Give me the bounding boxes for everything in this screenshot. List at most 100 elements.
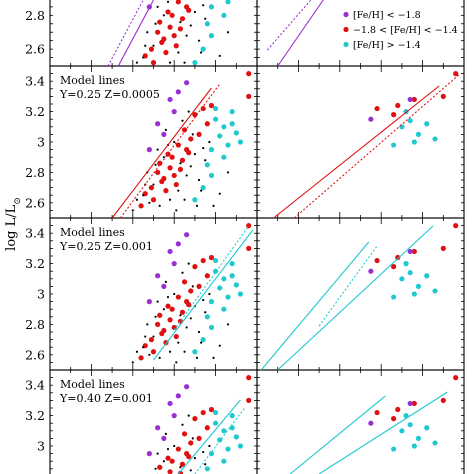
- panel-frame-r1-c1: [256, 65, 465, 219]
- data-point-top-field: [154, 22, 157, 25]
- data-point-field: [164, 432, 168, 435]
- data-point-right-metal_rich: [424, 121, 430, 127]
- model-line: [277, 0, 324, 67]
- data-point-right-metal_poor: [368, 420, 374, 426]
- data-point-field: [183, 198, 186, 201]
- model-line: [318, 391, 448, 474]
- data-point-intermediate: [179, 309, 186, 315]
- data-point-field: [191, 285, 194, 288]
- data-point-field: [195, 356, 199, 359]
- y-axis-label: log L/L⊙: [4, 197, 23, 251]
- data-point-metal_rich: [204, 314, 210, 320]
- data-point-intermediate: [186, 454, 192, 460]
- data-point-right-intermediate: [453, 223, 459, 229]
- data-point-right-intermediate: [411, 96, 417, 103]
- panel-frame-r2-c1: [256, 217, 465, 371]
- data-point-metal_rich: [221, 458, 227, 464]
- data-point-field: [131, 361, 134, 364]
- data-point-top-field: [193, 10, 196, 14]
- data-point-intermediate: [165, 303, 171, 309]
- data-point-top-field: [218, 54, 221, 57]
- data-point-intermediate: [208, 406, 215, 413]
- data-point-right-metal_rich: [403, 413, 409, 419]
- model-annotation-line: Model lines: [60, 226, 125, 239]
- data-point-right-intermediate: [440, 93, 446, 99]
- data-point-metal_rich: [229, 121, 235, 127]
- model-annotation-line: Model lines: [60, 378, 125, 391]
- data-point-metal_rich: [200, 337, 206, 343]
- data-point-intermediate: [188, 136, 194, 142]
- data-point-field: [156, 452, 159, 455]
- data-point-top-intermediate: [155, 29, 161, 35]
- data-point-metal_rich: [221, 276, 227, 282]
- data-point-top-field: [204, 17, 207, 20]
- data-point-metal_rich: [221, 306, 227, 312]
- data-point-metal_rich: [208, 324, 215, 331]
- data-point-field: [152, 183, 155, 186]
- data-point-right-intermediate: [440, 245, 446, 251]
- data-point-metal_rich: [217, 133, 223, 139]
- data-point-metal_rich: [192, 197, 198, 203]
- data-point-right-metal_rich: [391, 294, 397, 300]
- data-point-top-field: [166, 0, 170, 3]
- data-point-field: [152, 335, 155, 338]
- data-point-right-metal_rich: [407, 118, 413, 124]
- data-point-metal_poor: [146, 299, 152, 305]
- data-point-field: [197, 178, 201, 182]
- data-point-intermediate: [167, 165, 173, 171]
- model-line: [111, 87, 212, 219]
- data-point-field: [175, 361, 178, 364]
- data-point-right-intermediate: [395, 102, 401, 109]
- data-point-right-intermediate: [374, 105, 380, 112]
- data-point-right-intermediate: [440, 397, 446, 403]
- data-point-field: [179, 466, 182, 469]
- data-point-field: [173, 292, 176, 296]
- data-point-top-field: [177, 51, 180, 54]
- data-point-top-field: [185, 34, 188, 37]
- data-point-top-intermediate: [163, 49, 169, 56]
- data-point-field: [146, 323, 149, 326]
- data-point-intermediate: [196, 435, 202, 441]
- data-point-metal_poor: [171, 261, 177, 267]
- data-point-field: [187, 110, 190, 113]
- data-point-top-field: [200, 51, 203, 54]
- data-point-metal_rich: [213, 420, 219, 426]
- data-point-metal_poor: [155, 121, 161, 127]
- data-point-metal_poor: [175, 241, 181, 247]
- data-point-metal_poor: [184, 384, 190, 390]
- data-point-top-intermediate: [157, 19, 163, 25]
- data-point-intermediate: [157, 160, 163, 166]
- data-point-intermediate: [186, 302, 192, 308]
- data-point-intermediate: [246, 397, 252, 403]
- data-point-intermediate: [177, 166, 184, 172]
- data-point-right-intermediate: [391, 112, 397, 118]
- data-point-intermediate: [165, 455, 171, 461]
- data-point-right-metal_rich: [403, 261, 409, 267]
- data-point-right-metal_rich: [432, 288, 438, 294]
- data-point-field: [135, 198, 139, 201]
- model-line: [173, 225, 250, 331]
- data-point-intermediate: [186, 150, 192, 156]
- data-point-field: [185, 174, 188, 177]
- data-point-right-intermediate: [395, 254, 401, 261]
- data-point-field: [177, 341, 180, 344]
- y-tick-label: 3.4: [25, 378, 45, 393]
- data-point-field: [187, 414, 190, 417]
- data-point-intermediate: [169, 458, 175, 464]
- data-point-right-metal_rich: [424, 425, 430, 431]
- data-point-metal_rich: [217, 437, 223, 443]
- data-point-metal_rich: [237, 443, 244, 449]
- data-point-top-metal_rich: [208, 4, 215, 10]
- data-point-field: [185, 326, 188, 329]
- data-point-right-metal_poor: [368, 116, 374, 122]
- data-point-intermediate: [179, 157, 186, 163]
- model-annotation-line: Y=0.25 Z=0.001: [59, 240, 153, 253]
- data-point-metal_rich: [192, 349, 198, 355]
- data-point-top-metal_rich: [192, 60, 198, 66]
- data-point-metal_poor: [167, 248, 173, 255]
- data-point-top-intermediate: [173, 43, 179, 49]
- data-point-field: [189, 165, 192, 168]
- y-tick-label: 2.8: [25, 8, 45, 23]
